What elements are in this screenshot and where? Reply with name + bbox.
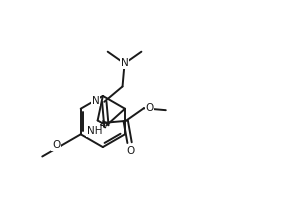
Text: O: O (52, 140, 60, 150)
Text: NH: NH (87, 126, 102, 136)
Text: O: O (146, 103, 154, 113)
Text: N: N (91, 96, 99, 106)
Text: N: N (121, 59, 129, 68)
Text: O: O (126, 146, 134, 156)
